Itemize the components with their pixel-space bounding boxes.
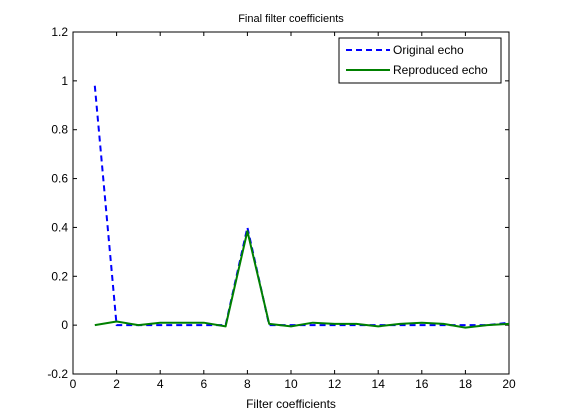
x-tick-label: 10 — [284, 377, 298, 391]
y-tick-label: 0.8 — [51, 123, 68, 137]
legend-box — [338, 37, 502, 84]
legend-label-original-echo: Original echo — [393, 43, 464, 57]
x-tick-label: 14 — [372, 377, 386, 391]
x-tick-label: 8 — [244, 377, 251, 391]
x-tick-label: 20 — [502, 377, 516, 391]
x-tick-label: 12 — [328, 377, 342, 391]
x-tick-label: 0 — [70, 377, 77, 391]
y-tick-label: 0.6 — [51, 172, 68, 186]
y-tick-label: 0 — [61, 318, 68, 332]
y-tick-label: 1 — [61, 74, 68, 88]
plot-area — [72, 31, 510, 375]
axis-ticks: 0 2 4 6 8 10 12 14 16 18 20-0.200.20.40.60.811.2 — [47, 25, 516, 391]
legend: Original echo Reproduced echo — [338, 37, 502, 84]
series-line-reproduced-echo — [94, 230, 510, 329]
x-tick-label: 18 — [459, 377, 473, 391]
x-tick-label: 6 — [200, 377, 207, 391]
x-tick-label: 2 — [113, 377, 120, 391]
y-tick-label: -0.2 — [47, 367, 68, 381]
series-layer — [93, 85, 510, 329]
x-axis-label: Filter coefficients — [246, 397, 336, 411]
x-tick-label: 4 — [157, 377, 164, 391]
y-tick-label: 1.2 — [51, 25, 68, 39]
chart-title: Final filter coefficients — [238, 13, 344, 25]
legend-label-reproduced-echo: Reproduced echo — [393, 63, 488, 77]
y-tick-label: 0.4 — [51, 220, 68, 234]
x-tick-label: 16 — [415, 377, 429, 391]
y-tick-label: 0.2 — [51, 269, 68, 283]
